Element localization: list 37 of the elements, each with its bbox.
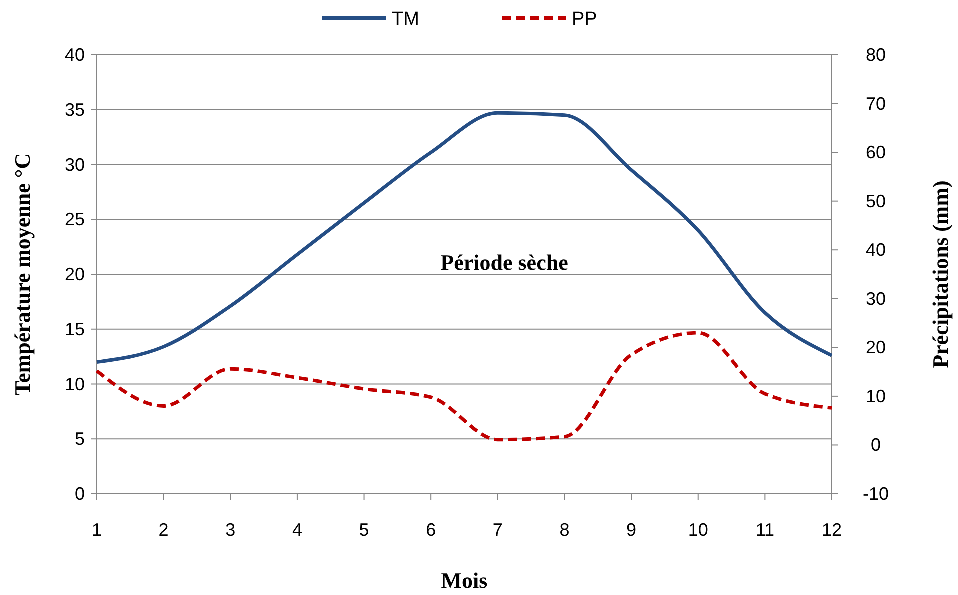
y-tick-label: 40 xyxy=(64,45,85,65)
y2-tick-label: 30 xyxy=(866,288,886,309)
y2-tick-label: 80 xyxy=(866,45,886,65)
x-tick-label: 8 xyxy=(560,520,570,540)
x-tick-label: 1 xyxy=(92,520,102,540)
legend-label: PP xyxy=(572,9,598,30)
x-tick-label: 10 xyxy=(688,520,708,540)
y-tick-label: 35 xyxy=(64,100,85,120)
x-tick-label: 3 xyxy=(226,520,236,540)
x-tick-label: 9 xyxy=(626,520,637,540)
y2-tick-label: 0 xyxy=(870,435,882,456)
x-tick-label: 7 xyxy=(492,520,503,540)
y2-tick-label: -10 xyxy=(862,484,890,504)
y2-tick-label: 20 xyxy=(866,338,886,358)
y2-tick-label: 50 xyxy=(866,191,886,212)
y2-tick-label: 70 xyxy=(866,94,886,114)
x-tick-label: 4 xyxy=(292,520,302,540)
y-tick-label: 20 xyxy=(64,264,85,284)
legend-label: TM xyxy=(392,9,420,30)
annotation: Période sèche xyxy=(440,250,569,275)
x-tick-label: 2 xyxy=(158,520,169,540)
y-tick-label: 15 xyxy=(64,319,85,340)
y2-tick-label: 10 xyxy=(866,386,886,406)
y-tick-label: 5 xyxy=(74,429,85,450)
x-tick-label: 5 xyxy=(359,520,370,540)
x-tick-label: 6 xyxy=(426,520,436,540)
x-axis-title: Mois xyxy=(441,568,488,593)
x-tick-label: 11 xyxy=(756,520,775,540)
y-tick-label: 30 xyxy=(64,154,85,175)
y-axis-title: Température moyenne °C xyxy=(10,153,35,396)
y2-tick-label: 60 xyxy=(866,142,886,163)
x-tick-label: 12 xyxy=(822,520,842,540)
y2-axis-title: Précipitations (mm) xyxy=(928,180,953,368)
y-tick-label: 25 xyxy=(64,210,85,230)
y-tick-label: 0 xyxy=(74,484,85,504)
y-tick-label: 10 xyxy=(64,374,85,394)
y2-tick-label: 40 xyxy=(866,240,886,260)
